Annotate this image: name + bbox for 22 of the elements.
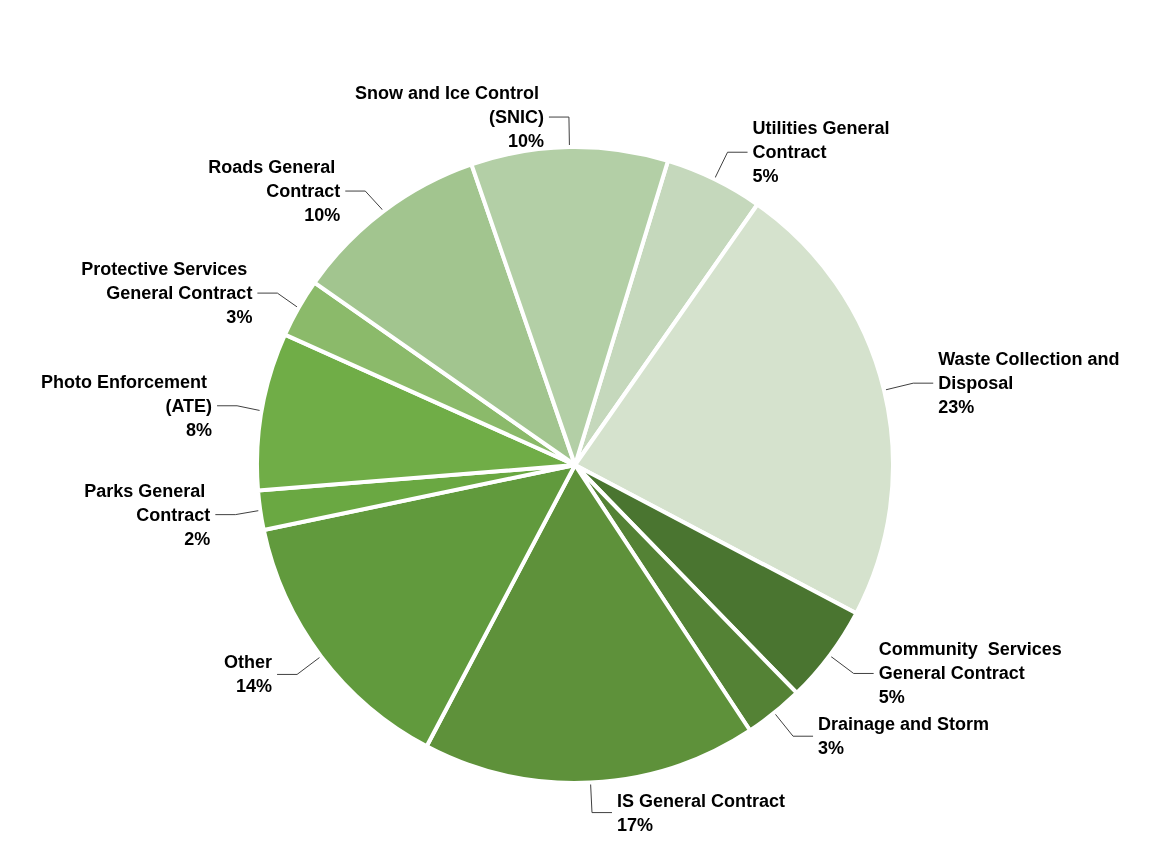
slice-label: Snow and Ice Control (SNIC): [354, 83, 544, 128]
slice-label: Photo Enforcement (ATE): [41, 371, 213, 416]
slice-label: Parks General Contract: [84, 480, 211, 525]
data-label: 17%: [617, 814, 654, 835]
slice-label: Utilities General Contract: [752, 118, 895, 163]
data-label: 10%: [304, 205, 341, 226]
slice-label: Community Services General Contract: [878, 639, 1067, 684]
slice-label: Roads General Contract: [208, 157, 341, 202]
slice-label: IS General Contract: [617, 790, 786, 811]
data-label: 2%: [184, 528, 211, 549]
data-label: 3%: [818, 738, 845, 759]
data-label: 8%: [186, 419, 213, 440]
slice-label: Other: [224, 652, 273, 673]
slice-label: Waste Collection and Disposal: [938, 349, 1125, 394]
data-label: 5%: [752, 166, 779, 187]
slice-label: Drainage and Storm: [818, 714, 990, 735]
slice-label: Protective Services General Contract: [81, 259, 253, 304]
data-label: 3%: [226, 307, 253, 328]
data-label: 5%: [878, 687, 905, 708]
data-label: 23%: [938, 397, 975, 418]
data-label: 14%: [236, 676, 273, 697]
data-label: 10%: [507, 131, 544, 152]
